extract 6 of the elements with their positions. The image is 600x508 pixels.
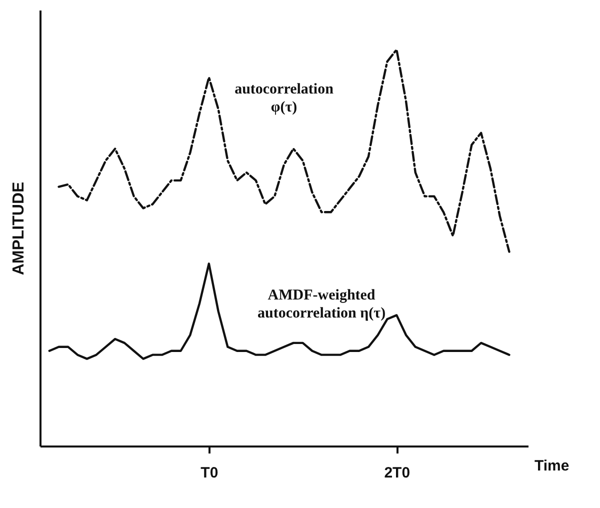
series-label: AMDF-weighted autocorrelation η(τ) — [258, 287, 386, 322]
series-label: autocorrelation φ(τ) — [234, 81, 334, 116]
x-tick-label: 2T0 — [384, 464, 410, 482]
x-tick-label: T0 — [200, 464, 218, 482]
y-axis-title: AMPLITUDE — [10, 182, 28, 276]
x-axis-title: Time — [534, 458, 570, 474]
